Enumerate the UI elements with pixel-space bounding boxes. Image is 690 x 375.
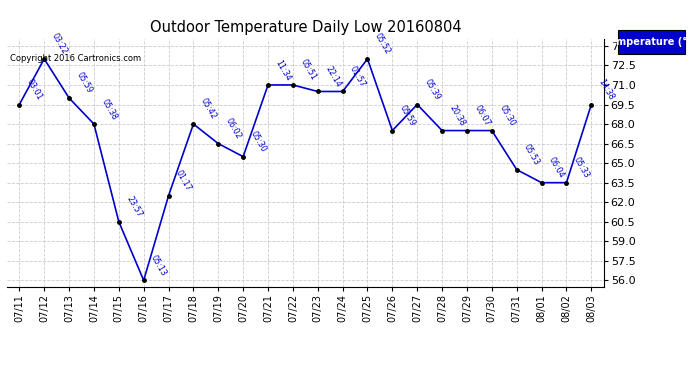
Text: Temperature (°F): Temperature (°F) [604, 37, 690, 47]
Text: 01:57: 01:57 [348, 64, 367, 89]
Text: 23:57: 23:57 [124, 195, 144, 219]
Text: 22:14: 22:14 [324, 64, 342, 89]
Text: 05:39: 05:39 [423, 77, 442, 102]
Text: 14:38: 14:38 [597, 78, 616, 102]
Text: 05:59: 05:59 [398, 104, 417, 128]
Text: 05:30: 05:30 [497, 104, 517, 128]
Text: 06:02: 06:02 [224, 117, 243, 141]
Text: 05:38: 05:38 [99, 97, 119, 121]
Text: 05:52: 05:52 [373, 32, 393, 56]
Text: 05:51: 05:51 [299, 58, 317, 82]
Text: Copyright 2016 Cartronics.com: Copyright 2016 Cartronics.com [10, 54, 141, 63]
Text: 05:13: 05:13 [149, 254, 168, 278]
Text: 03:01: 03:01 [25, 78, 44, 102]
Text: 06:07: 06:07 [473, 104, 492, 128]
Text: 05:30: 05:30 [248, 130, 268, 154]
Text: 05:53: 05:53 [522, 142, 542, 167]
Text: 06:04: 06:04 [547, 156, 566, 180]
Title: Outdoor Temperature Daily Low 20160804: Outdoor Temperature Daily Low 20160804 [150, 20, 461, 35]
Text: 11:34: 11:34 [273, 58, 293, 82]
Text: 03:22: 03:22 [50, 32, 69, 56]
Text: 05:42: 05:42 [199, 97, 218, 121]
Text: 01:17: 01:17 [174, 169, 193, 193]
Text: 05:33: 05:33 [572, 156, 591, 180]
Text: 05:59: 05:59 [75, 71, 94, 95]
Text: 20:38: 20:38 [448, 104, 467, 128]
